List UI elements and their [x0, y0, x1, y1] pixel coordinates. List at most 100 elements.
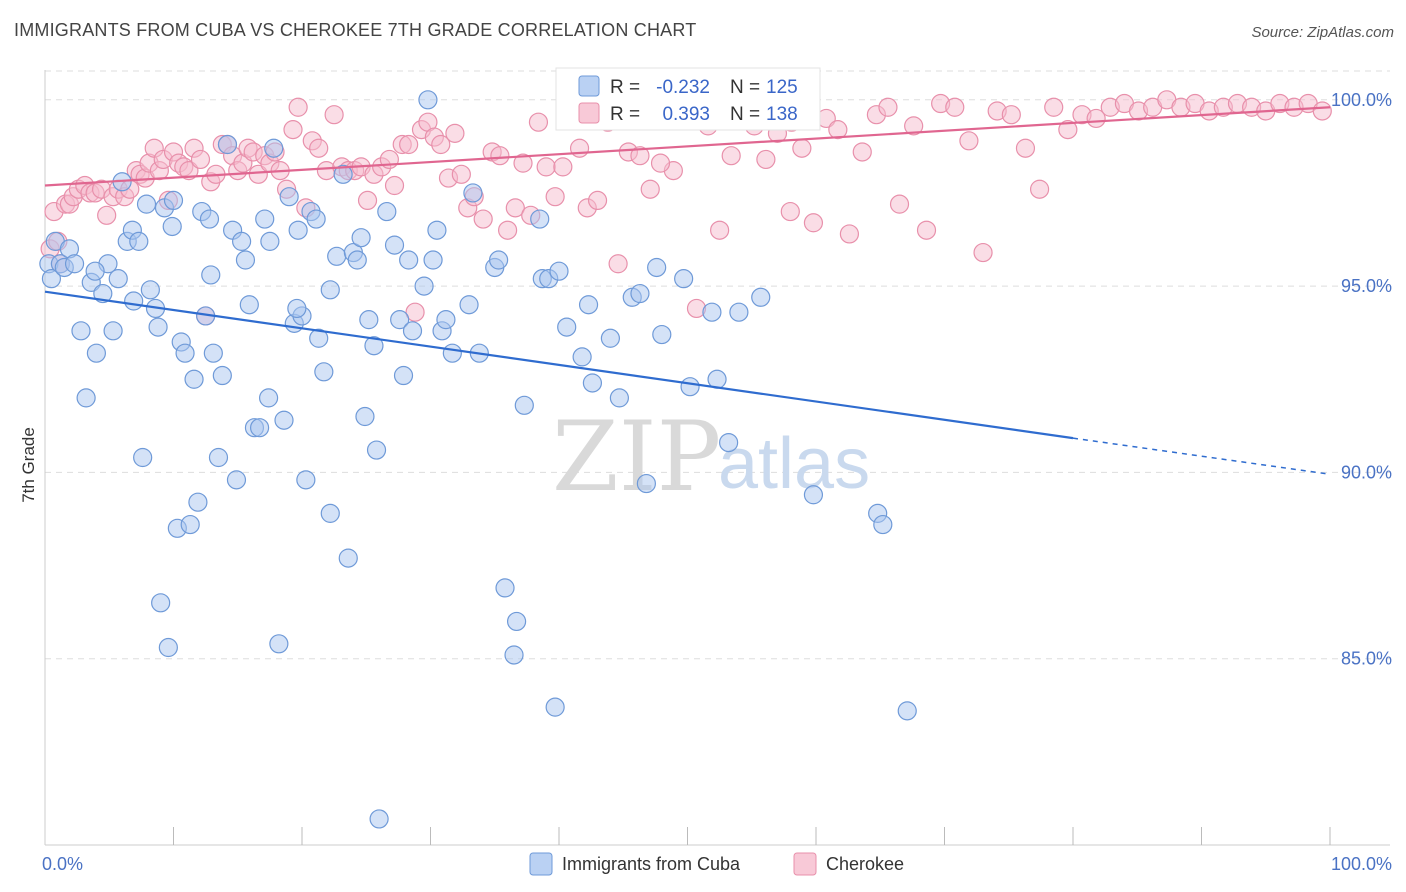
stats-r-label-cuba: R =	[610, 77, 640, 98]
cuba-point	[609, 388, 629, 408]
cherokee-point	[916, 220, 937, 240]
cuba-point	[71, 321, 91, 341]
cherokee-point	[431, 134, 451, 155]
cuba-point	[630, 283, 650, 304]
cherokee-point	[445, 123, 465, 143]
cuba-point	[702, 302, 722, 322]
tick-labels: 85.0% 90.0% 95.0% 100.0% 0.0% 100.0%	[42, 90, 1392, 874]
watermark-atlas: atlas	[718, 424, 870, 504]
series-cuba-points	[39, 90, 917, 829]
cherokee-point	[1015, 138, 1036, 158]
cuba-point	[495, 578, 515, 598]
cuba-point	[124, 291, 144, 311]
cuba-point	[180, 514, 200, 535]
stats-swatch-cuba	[578, 75, 600, 97]
cherokee-point	[878, 97, 898, 117]
cuba-point	[719, 432, 739, 453]
cuba-point	[578, 295, 599, 315]
cuba-point	[414, 276, 434, 296]
legend-label-cuba: Immigrants from Cuba	[562, 854, 741, 874]
cherokee-point	[179, 161, 199, 181]
stats-n-label-cuba: N =	[730, 77, 760, 98]
cuba-point	[103, 321, 123, 341]
cherokee-point	[536, 157, 556, 177]
cuba-point	[572, 347, 592, 367]
cuba-point	[76, 388, 96, 408]
stats-n-label-cherokee: N =	[730, 104, 760, 125]
cherokee-point	[650, 153, 671, 173]
legend-swatch-cuba	[529, 852, 553, 876]
cherokee-point	[1086, 108, 1106, 129]
cherokee-point	[839, 224, 860, 244]
y-tick-label: 100.0%	[1331, 90, 1392, 110]
stats-r-value-cherokee: 0.393	[662, 104, 710, 125]
cherokee-point	[1058, 120, 1078, 140]
cuba-point	[108, 269, 128, 289]
y-tick-label: 85.0%	[1341, 649, 1392, 669]
cuba-point	[729, 302, 749, 322]
cuba-point	[436, 310, 456, 330]
cuba-point	[212, 365, 232, 386]
cuba-point	[133, 447, 153, 468]
cuba-point	[463, 183, 483, 203]
cherokee-trend-line	[44, 106, 1331, 187]
cuba-point	[680, 377, 700, 397]
cherokee-point	[248, 164, 268, 184]
x-tick-label-start: 0.0%	[42, 854, 83, 874]
cuba-point	[151, 593, 171, 613]
cuba-point	[647, 257, 667, 278]
cuba-point	[232, 231, 252, 251]
cuba-point	[333, 164, 353, 184]
cuba-point	[226, 470, 247, 490]
cuba-point	[347, 250, 367, 270]
stats-r-label-cherokee: R =	[610, 104, 640, 125]
cuba-point	[41, 269, 62, 289]
cuba-point	[459, 295, 479, 315]
cuba-point	[129, 231, 149, 251]
cuba-point	[296, 470, 316, 490]
cuba-point	[163, 190, 184, 211]
cuba-point	[636, 473, 656, 494]
cuba-point	[203, 343, 223, 363]
axes	[44, 70, 1390, 846]
cuba-point	[309, 328, 329, 348]
cuba-point	[314, 362, 334, 382]
watermark-zip: ZIP	[552, 401, 721, 513]
cuba-point	[384, 235, 405, 255]
cuba-point	[338, 548, 358, 568]
cherokee-point	[587, 190, 608, 211]
cherokee-point	[1044, 97, 1064, 117]
cuba-point	[351, 228, 371, 248]
cuba-point	[369, 809, 389, 829]
cherokee-point	[608, 254, 628, 274]
cuba-point	[239, 295, 259, 315]
watermark: ZIP atlas	[552, 401, 870, 513]
cuba-point	[274, 410, 294, 430]
cuba-point	[897, 701, 917, 721]
cuba-point	[549, 261, 569, 281]
cuba-point	[582, 373, 603, 393]
stats-legend: R = -0.232 N = 125 R = 0.393 N = 138	[555, 67, 821, 131]
cuba-point	[557, 317, 577, 337]
cherokee-point	[384, 175, 405, 196]
cherokee-point	[288, 97, 308, 117]
cherokee-point	[357, 190, 378, 211]
cherokee-point	[498, 220, 518, 240]
legend-swatch-cherokee	[793, 852, 817, 876]
cuba-point	[64, 254, 85, 274]
cuba-point	[390, 310, 410, 330]
cherokee-point	[473, 209, 493, 229]
cuba-point	[175, 343, 195, 363]
cherokee-point	[553, 157, 573, 177]
cuba-point	[260, 231, 280, 251]
cherokee-point	[399, 134, 419, 155]
cuba-point	[402, 321, 423, 341]
cherokee-point	[324, 105, 344, 125]
cuba-point	[140, 280, 160, 300]
cuba-point	[264, 138, 284, 158]
cuba-point	[148, 317, 168, 337]
cuba-point	[199, 209, 220, 229]
cuba-point	[306, 209, 326, 229]
cuba-trend-extension	[1072, 437, 1331, 476]
cuba-point	[423, 250, 443, 270]
